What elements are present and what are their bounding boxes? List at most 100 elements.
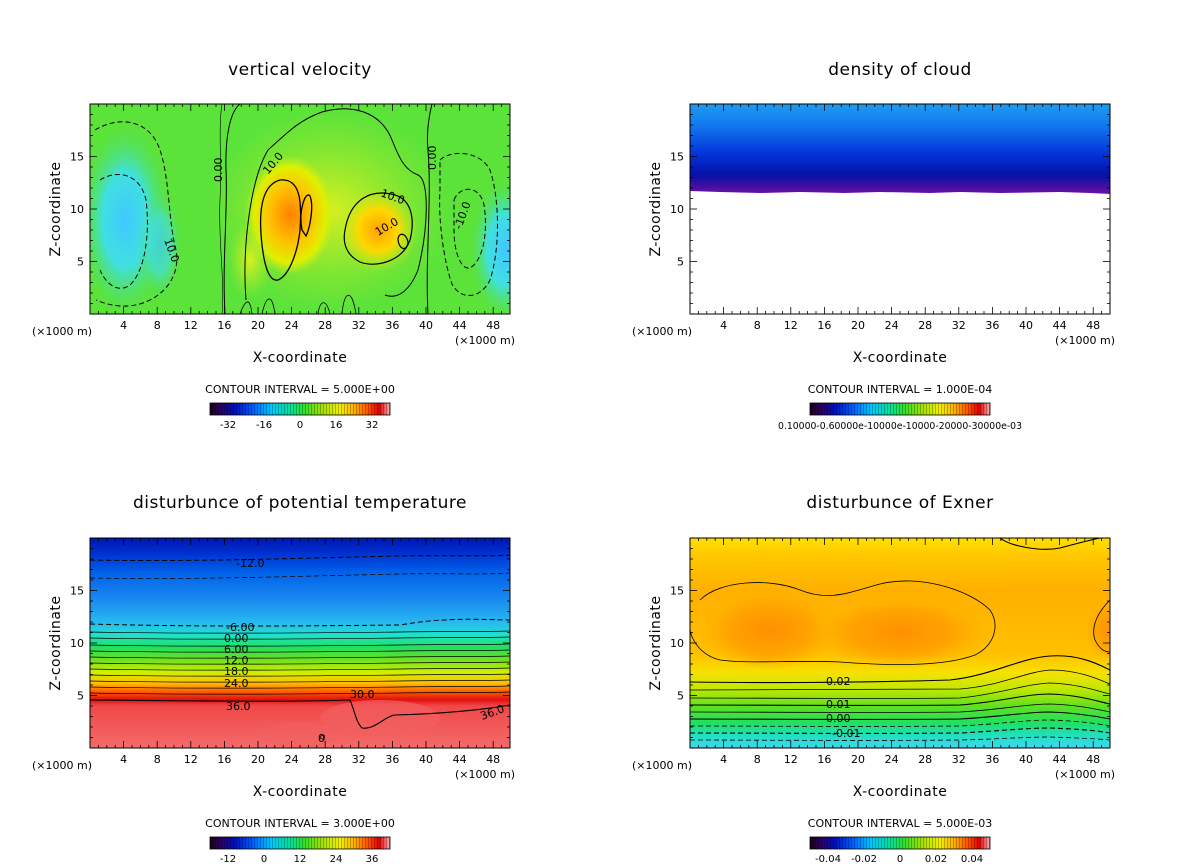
y-tick-label: 10: [670, 203, 684, 216]
x-unit-left: (×1000 m): [32, 759, 92, 772]
x-tick-label: 16: [217, 319, 231, 332]
contour-label: 18.0: [224, 665, 249, 678]
contour-label: 0.00: [826, 712, 851, 725]
colorbar-tick-label: 0.04: [961, 854, 983, 865]
negative-contours: [94, 121, 498, 307]
x-tick-label: 40: [1019, 319, 1033, 332]
chart-title: disturbunce of Exner: [806, 493, 993, 513]
x-tick-label: 48: [486, 319, 500, 332]
x-axis-label: X-coordinate: [853, 784, 948, 800]
contour-label: 6.00: [224, 643, 249, 656]
x-tick-label: 24: [885, 319, 899, 332]
x-tick-label: 48: [1086, 319, 1100, 332]
panel-exner: disturbunce of Exner 0.02 0.01 0.00: [632, 493, 1115, 865]
x-tick-label: 32: [352, 319, 366, 332]
x-tick-label: 8: [154, 753, 161, 766]
colorbar-tick-label: 16: [330, 420, 343, 431]
colorbar-tick-label: -12: [220, 854, 236, 865]
contour-label: -12.0: [236, 557, 264, 570]
y-tick-label: 15: [670, 151, 684, 164]
y-tick-label: 10: [70, 203, 84, 216]
colorbar-tick-label: -32: [220, 420, 236, 431]
x-tick-label: 12: [184, 753, 198, 766]
x-tick-label: 24: [885, 753, 899, 766]
contour-label: 0: [318, 732, 325, 745]
x-unit-right: (×1000 m): [1055, 768, 1115, 781]
x-tick-label: 44: [453, 753, 467, 766]
x-tick-label: 32: [352, 753, 366, 766]
colorbar: -32 -16 0 16 32: [209, 402, 391, 431]
x-tick-label: 4: [120, 753, 127, 766]
x-tick-label: 8: [754, 753, 761, 766]
panel-potential-temperature: disturbunce of potential temperature: [32, 493, 515, 865]
contour-interval: CONTOUR INTERVAL = 1.000E-04: [808, 383, 992, 396]
x-tick-label: 16: [217, 753, 231, 766]
contour-label: 30.0: [350, 688, 375, 701]
heatmap-field: [690, 104, 1110, 314]
x-tick-label: 48: [486, 753, 500, 766]
x-unit-left: (×1000 m): [632, 759, 692, 772]
x-tick-label: 4: [720, 753, 727, 766]
contour-label: 0.00: [426, 146, 439, 171]
chart-title: density of cloud: [828, 60, 972, 80]
colorbar: -0.04 -0.02 0 0.02 0.04: [809, 836, 991, 865]
y-tick-label: 5: [77, 690, 84, 703]
y-axis-label: Z-coordinate: [648, 161, 664, 256]
x-tick-label: 28: [918, 319, 932, 332]
x-tick-label: 24: [285, 319, 299, 332]
colorbar-tick-label: 32: [366, 420, 379, 431]
contour-label: 24.0: [224, 677, 249, 690]
colorbar: 0.10000-0.60000e-10000e-10000-20000-3000…: [778, 402, 1022, 432]
colorbar-tick-label: -0.04: [815, 854, 841, 865]
colorbar-tick-label: 0: [297, 420, 303, 431]
x-tick-label: 4: [120, 319, 127, 332]
x-tick-label: 12: [784, 753, 798, 766]
contour-labels: 0.02 0.01 0.00 -0.01: [826, 675, 860, 740]
x-axis-label: X-coordinate: [253, 350, 348, 366]
y-tick-label: 5: [677, 256, 684, 269]
x-tick-label: 44: [453, 319, 467, 332]
colorbar-tick-labels: 0.10000-0.60000e-10000e-10000-20000-3000…: [778, 421, 1022, 432]
colorbar-tick-label: -16: [256, 420, 272, 431]
contour-lines: [90, 554, 510, 741]
x-tick-label: 40: [419, 319, 433, 332]
chart-title: disturbunce of potential temperature: [133, 493, 467, 513]
contour-label: -0.01: [832, 727, 860, 740]
x-tick-label: 12: [184, 319, 198, 332]
x-tick-label: 20: [851, 753, 865, 766]
heatmap-field: [690, 538, 1110, 748]
x-unit-right: (×1000 m): [455, 768, 515, 781]
y-tick-label: 15: [70, 151, 84, 164]
contour-label: 0.02: [826, 675, 851, 688]
x-tick-label: 36: [985, 319, 999, 332]
contour-interval: CONTOUR INTERVAL = 5.000E-03: [808, 817, 992, 830]
colorbar-tick-label: 0: [897, 854, 903, 865]
panel-density-of-cloud: density of cloud 4 8 12 16 20 24 28 32 36 40 44 485…: [632, 60, 1115, 432]
x-tick-label: 40: [419, 753, 433, 766]
x-unit-right: (×1000 m): [1055, 334, 1115, 347]
y-tick-label: 5: [677, 690, 684, 703]
x-tick-label: 16: [817, 319, 831, 332]
contour-label: 12.0: [224, 654, 249, 667]
chart-title: vertical velocity: [228, 60, 372, 80]
contour-interval: CONTOUR INTERVAL = 5.000E+00: [205, 383, 395, 396]
x-tick-label: 32: [952, 319, 966, 332]
x-tick-label: 28: [318, 319, 332, 332]
heatmap-field: [90, 538, 510, 748]
contour-label: 0.00: [212, 158, 225, 183]
negative-contours: [690, 719, 1110, 741]
x-tick-label: 40: [1019, 753, 1033, 766]
x-tick-label: 48: [1086, 753, 1100, 766]
contour-lines: [219, 104, 433, 314]
x-tick-label: 28: [318, 753, 332, 766]
x-tick-label: 20: [251, 319, 265, 332]
y-axis-label: Z-coordinate: [48, 161, 64, 256]
x-tick-label: 8: [154, 319, 161, 332]
colorbar-tick-label: 0.02: [925, 854, 947, 865]
x-unit-left: (×1000 m): [632, 325, 692, 338]
x-tick-label: 36: [985, 753, 999, 766]
y-tick-label: 10: [670, 637, 684, 650]
